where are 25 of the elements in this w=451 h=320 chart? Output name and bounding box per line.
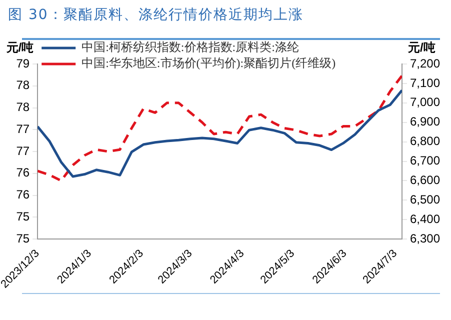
chart-title: 图 30：聚酯原料、涤纶行情价格近期均上涨	[8, 6, 304, 24]
y2-tick-label: 6,900	[410, 114, 440, 129]
y2-tick-label: 7,100	[410, 76, 440, 90]
y2-tick-label: 7,200	[410, 56, 440, 70]
y2-tick-label: 6,700	[410, 154, 440, 168]
y2-axis-title: 元/吨	[406, 40, 436, 54]
y-axis-title: 元/吨	[5, 40, 34, 54]
y-tick-label: 78	[16, 78, 30, 92]
y-tick-label: 76	[16, 188, 30, 202]
y2-tick-label: 6,500	[410, 192, 440, 206]
y2-tick-label: 6,800	[410, 134, 440, 148]
y2-tick-label: 6,300	[410, 231, 440, 246]
y2-tick-label: 6,600	[410, 173, 440, 188]
y-tick-label: 75	[16, 231, 30, 246]
y-tick-label: 77	[16, 144, 30, 158]
y-tick-label: 76	[16, 166, 30, 180]
y-tick-label: 79	[16, 56, 30, 70]
y-tick-label: 77	[16, 122, 30, 136]
legend-label: 中国:华东地区:市场价(平均价):聚酯切片(纤维级)	[82, 56, 336, 70]
y-tick-label: 75	[16, 209, 30, 224]
y2-tick-label: 7,000	[410, 95, 440, 110]
y2-tick-label: 6,400	[410, 212, 440, 226]
y-tick-label: 78	[16, 100, 30, 114]
legend-label: 中国:柯桥纺织指数:价格指数:原料类:涤纶	[82, 40, 299, 54]
line-series	[38, 74, 402, 182]
